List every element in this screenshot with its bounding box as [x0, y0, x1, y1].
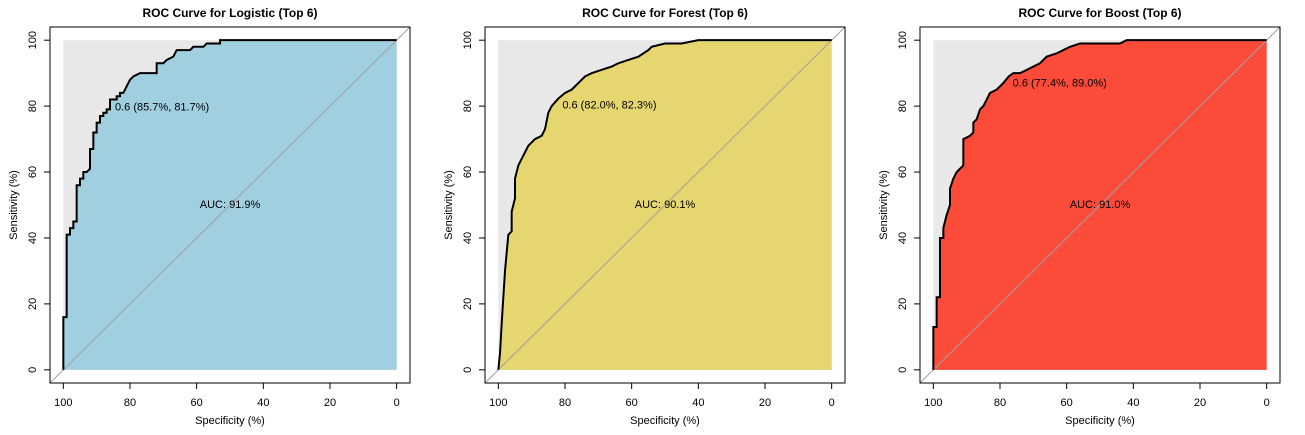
x-tick-label: 100 — [489, 397, 507, 409]
x-tick-label: 0 — [829, 397, 835, 409]
x-tick-label: 20 — [759, 397, 771, 409]
y-tick-label: 20 — [897, 298, 909, 310]
y-tick-label: 100 — [897, 31, 909, 49]
x-tick-label: 80 — [994, 397, 1006, 409]
x-tick-label: 100 — [924, 397, 942, 409]
x-tick-label: 40 — [692, 397, 704, 409]
x-tick-label: 100 — [54, 397, 72, 409]
y-tick-label: 0 — [897, 367, 909, 373]
y-axis-label: Sensitivity (%) — [8, 170, 20, 240]
y-axis-label: Sensitivity (%) — [443, 170, 455, 240]
roc-panel: 100 80 60 40 20 0 0 20 40 60 80 100 ROC Curve for Lo… — [8, 6, 411, 427]
auc-label: AUC: 91.9% — [200, 199, 261, 211]
threshold-label: 0.6 (77.4%, 89.0%) — [1013, 77, 1107, 89]
x-tick-label: 60 — [626, 397, 638, 409]
x-tick-label: 40 — [257, 397, 269, 409]
roc-curve — [932, 39, 1267, 370]
x-tick-label: 60 — [1061, 397, 1073, 409]
chart-title: ROC Curve for Boost (Top 6) — [1018, 6, 1181, 20]
x-tick-label: 40 — [1127, 397, 1139, 409]
y-tick-label: 20 — [462, 298, 474, 310]
chart-title: ROC Curve for Forest (Top 6) — [582, 6, 748, 20]
x-axis-label: Specificity (%) — [195, 415, 265, 427]
y-tick-label: 20 — [27, 298, 39, 310]
x-tick-label: 80 — [559, 397, 571, 409]
diagonal — [49, 26, 411, 384]
y-tick-label: 0 — [27, 367, 39, 373]
auc-label: AUC: 91.0% — [1070, 199, 1131, 211]
y-tick-label: 80 — [897, 100, 909, 112]
y-tick-label: 80 — [27, 100, 39, 112]
chart-title: ROC Curve for Logistic (Top 6) — [142, 6, 317, 20]
y-tick-label: 40 — [462, 232, 474, 244]
y-axis-label: Sensitivity (%) — [878, 170, 890, 240]
y-tick-label: 40 — [897, 232, 909, 244]
y-tick-label: 40 — [27, 232, 39, 244]
x-tick-label: 60 — [191, 397, 203, 409]
diagonal — [919, 26, 1281, 384]
roc-panel: 100 80 60 40 20 0 0 20 40 60 80 100 ROC Curve for Bo… — [878, 6, 1281, 427]
x-axis-label: Specificity (%) — [630, 415, 700, 427]
x-axis-label: Specificity (%) — [1065, 415, 1135, 427]
roc-curve — [497, 39, 832, 370]
x-tick-label: 20 — [324, 397, 336, 409]
y-tick-label: 100 — [27, 31, 39, 49]
y-tick-label: 60 — [27, 166, 39, 178]
y-tick-label: 100 — [462, 31, 474, 49]
roc-panel: 100 80 60 40 20 0 0 20 40 60 80 100 ROC Curve for Fo… — [443, 6, 846, 427]
y-tick-label: 80 — [462, 100, 474, 112]
roc-curve — [62, 39, 397, 370]
y-tick-label: 0 — [462, 367, 474, 373]
x-tick-label: 20 — [1194, 397, 1206, 409]
threshold-label: 0.6 (82.0%, 82.3%) — [562, 99, 656, 111]
y-tick-label: 60 — [462, 166, 474, 178]
x-tick-label: 0 — [394, 397, 400, 409]
diagonal — [484, 26, 846, 384]
y-tick-label: 60 — [897, 166, 909, 178]
threshold-label: 0.6 (85.7%, 81.7%) — [115, 101, 209, 113]
auc-label: AUC: 90.1% — [635, 199, 696, 211]
x-tick-label: 80 — [124, 397, 136, 409]
x-tick-label: 0 — [1264, 397, 1270, 409]
